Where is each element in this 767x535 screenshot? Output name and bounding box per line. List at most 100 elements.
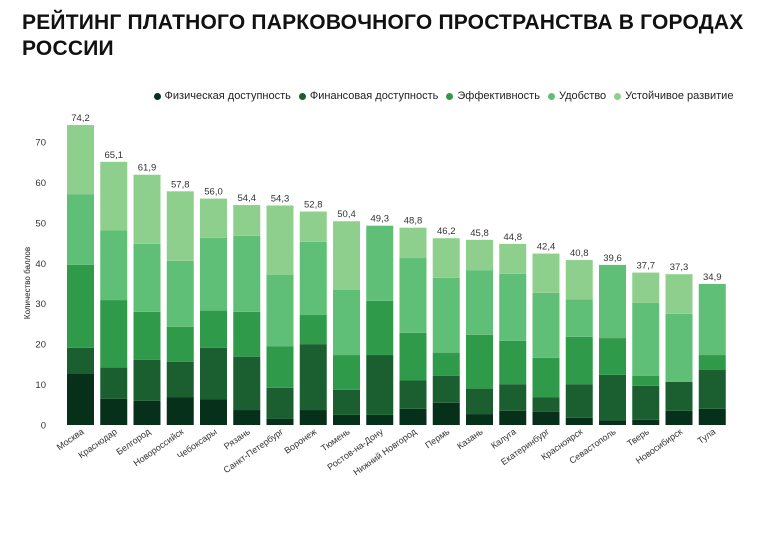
bar-segment [698, 408, 726, 425]
bar-segment [200, 399, 227, 425]
data-label: 45,8 [470, 228, 489, 239]
bar-segment [333, 414, 360, 425]
bar-segment [432, 352, 460, 376]
data-label: 37,3 [670, 262, 689, 273]
bar-segment [333, 221, 360, 290]
legend-label: Физическая доступность [164, 90, 291, 102]
bar-segment [266, 275, 294, 347]
bar-segment [432, 375, 460, 403]
bar-segment [67, 347, 94, 374]
bar-segment [499, 273, 527, 341]
bar-segment [233, 205, 261, 236]
y-tick-label: 50 [35, 218, 46, 229]
bar-segment [632, 375, 660, 386]
x-tick-label: Воронеж [282, 426, 318, 455]
bar-segment [632, 385, 660, 420]
data-label: 54,3 [271, 193, 290, 204]
bar-segment [266, 418, 294, 425]
bar-segment [399, 258, 427, 333]
bar-segment [67, 125, 94, 195]
bar-segment [432, 277, 460, 353]
bar-segment [166, 361, 194, 398]
bar-segment [299, 410, 327, 425]
bar-segment [200, 198, 227, 238]
data-label: 56,0 [204, 187, 223, 198]
bar-segment [532, 292, 560, 358]
bar-segment [166, 260, 194, 327]
bar-segment [532, 253, 560, 293]
bar-segment [333, 289, 360, 356]
bar-segment [599, 420, 626, 425]
y-tick-label: 20 [35, 340, 46, 351]
legend-label: Устойчивое развитие [625, 90, 734, 102]
data-label: 39,6 [603, 253, 622, 264]
data-label: 37,7 [637, 261, 656, 272]
data-label: 74,2 [71, 113, 90, 124]
bar-segment [133, 359, 161, 401]
bar-segment [632, 302, 660, 376]
legend: Физическая доступность Финансовая доступн… [0, 90, 767, 102]
bar-segment [466, 334, 493, 389]
data-label: 49,3 [371, 214, 390, 225]
legend-marker [153, 92, 161, 100]
bar-segment [565, 299, 593, 337]
bar-segment [299, 315, 327, 345]
bar-segment [100, 300, 128, 368]
bar-segment [100, 367, 128, 399]
bar-segment [200, 347, 227, 400]
bar-segment [133, 174, 161, 244]
x-tick-label: Тверь [625, 426, 651, 448]
bar-segment [432, 238, 460, 278]
bar-segment [200, 237, 227, 311]
x-tick-label: Нижний Новгород [351, 426, 418, 477]
bar-segment [565, 417, 593, 425]
x-tick-label: Тула [696, 426, 718, 445]
data-label: 52,8 [304, 200, 323, 211]
y-tick-label: 10 [35, 380, 46, 391]
bar-segment [233, 311, 261, 357]
legend-marker [298, 92, 306, 100]
bar-segment [466, 388, 493, 415]
bar-segment [698, 283, 726, 356]
bar-segment [100, 161, 128, 231]
bar-segment [133, 243, 161, 312]
data-label: 50,4 [337, 209, 356, 220]
data-label: 44,8 [504, 232, 523, 243]
data-label: 40,8 [570, 248, 589, 259]
bar-segment [266, 205, 294, 276]
bar-segment [366, 300, 394, 356]
chart-title: Рейтинг платного парковочного пространст… [22, 11, 744, 60]
bar-segment [466, 414, 493, 425]
bar-segment [499, 384, 527, 411]
bar-segment [466, 270, 493, 335]
bar-segment [333, 355, 360, 390]
legend-item: Удобство [547, 90, 606, 102]
bar-segment [599, 264, 626, 339]
bar-segment [366, 414, 394, 425]
bar-segment [166, 326, 194, 362]
x-tick-label: Калуга [489, 426, 518, 450]
y-tick-label: 40 [35, 259, 46, 270]
bar-segment [67, 373, 94, 425]
legend-label: Эффективность [457, 90, 540, 102]
x-tick-label: Санкт-Петербург [222, 426, 286, 475]
bar-segment [233, 356, 261, 411]
bar-segment [366, 225, 394, 301]
bar-segment [233, 410, 261, 425]
bar-segment [133, 400, 161, 425]
legend-marker [547, 92, 555, 100]
data-label: 61,9 [138, 163, 157, 174]
legend-item: Физическая доступность [153, 90, 291, 102]
bar-segment [432, 402, 460, 425]
legend-label: Финансовая доступность [309, 90, 439, 102]
bar-segment [499, 340, 527, 385]
legend-marker [446, 92, 454, 100]
bar-segment [632, 272, 660, 303]
legend-marker [614, 92, 622, 100]
bar-segment [100, 230, 128, 301]
y-tick-label: 0 [41, 421, 46, 432]
bar-segment [299, 344, 327, 411]
bar-segment [100, 398, 128, 425]
data-label: 54,4 [238, 193, 257, 204]
bar-segment [67, 194, 94, 265]
